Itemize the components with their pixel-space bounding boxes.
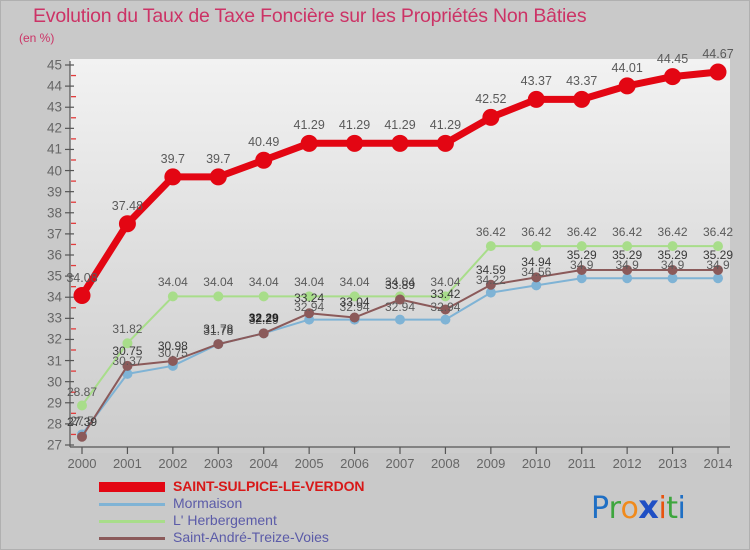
logo-letter: i (658, 491, 667, 526)
y-axis-tick-label: 28 (46, 416, 62, 432)
page-title: Evolution du Taux de Taxe Foncière sur l… (33, 5, 587, 27)
y-axis-tick-label: 29 (46, 395, 62, 411)
y-axis-tick-label: 38 (46, 205, 62, 221)
logo-letter: o (620, 491, 639, 526)
x-axis-tick-label: 2003 (203, 456, 233, 471)
x-axis-tick-label: 2001 (112, 456, 142, 471)
x-axis-tick-label: 2002 (158, 456, 188, 471)
y-axis-tick-label: 27 (46, 437, 62, 453)
legend-color-swatch (99, 537, 165, 540)
x-axis-tick-label: 2000 (67, 456, 97, 471)
legend-item-label: Saint-André-Treize-Voies (173, 529, 329, 545)
x-axis-tick-label: 2010 (521, 456, 551, 471)
y-axis-tick-label: 34 (46, 289, 62, 305)
x-axis-tick-label: 2005 (294, 456, 324, 471)
y-axis-tick-label: 36 (46, 247, 62, 263)
y-axis-tick-label: 30 (46, 374, 62, 390)
legend-color-swatch (99, 503, 165, 506)
x-axis-ticks (81, 447, 719, 454)
y-axis-tick-label: 44 (46, 78, 62, 94)
y-axis-tick-label: 39 (46, 184, 62, 200)
legend-color-swatch (99, 520, 165, 523)
legend-item-label: L' Herbergement (173, 512, 277, 528)
y-axis-tick-label: 33 (46, 310, 62, 326)
x-axis-tick-label: 2009 (476, 456, 506, 471)
y-axis-tick-label: 45 (46, 57, 62, 73)
plot-area (70, 59, 730, 453)
y-axis-tick-label: 43 (46, 99, 62, 115)
legend-item-label: SAINT-SULPICE-LE-VERDON (173, 478, 365, 494)
x-axis-tick-label: 2013 (658, 456, 688, 471)
series-saint-andr-treize-voies (77, 264, 723, 442)
x-axis-tick-label: 2004 (249, 456, 279, 471)
y-axis-tick-label: 37 (46, 226, 62, 242)
y-axis-tick-label: 42 (46, 120, 62, 136)
y-axis-tick-label: 32 (46, 331, 62, 347)
x-axis-tick-label: 2012 (612, 456, 642, 471)
logo-letter: t (666, 491, 678, 526)
y-axis-tick-label: 35 (46, 268, 62, 284)
proxiti-logo: Proxiti (591, 488, 686, 526)
legend-item[interactable]: Saint-André-Treize-Voies (81, 529, 381, 547)
series-saint-sulpice-le-verdon (73, 63, 727, 305)
axis-unit-label: (en %) (19, 31, 55, 45)
x-axis-tick-label: 2014 (703, 456, 733, 471)
x-axis-tick-label: 2007 (385, 456, 415, 471)
chart-legend: SAINT-SULPICE-LE-VERDON Mormaison L' Herbe… (81, 478, 381, 549)
logo-letter: P (591, 491, 609, 526)
y-axis-tick-label: 41 (46, 141, 62, 157)
legend-item[interactable]: SAINT-SULPICE-LE-VERDON (81, 478, 381, 496)
x-axis-tick-label: 2008 (430, 456, 460, 471)
y-axis-tick-label: 40 (46, 163, 62, 179)
logo-letter: i (677, 491, 686, 526)
legend-color-swatch (99, 482, 165, 492)
y-axis-tick-label: 31 (46, 353, 62, 369)
x-axis-tick-label: 2011 (567, 456, 596, 471)
logo-letter: x (638, 488, 659, 526)
legend-item[interactable]: Mormaison (81, 495, 381, 513)
axes (69, 61, 730, 448)
x-axis-tick-label: 2006 (340, 456, 370, 471)
legend-item[interactable]: L' Herbergement (81, 512, 381, 530)
legend-item-label: Mormaison (173, 495, 243, 511)
y-axis-ticks (65, 64, 76, 446)
logo-letter: r (608, 491, 621, 526)
